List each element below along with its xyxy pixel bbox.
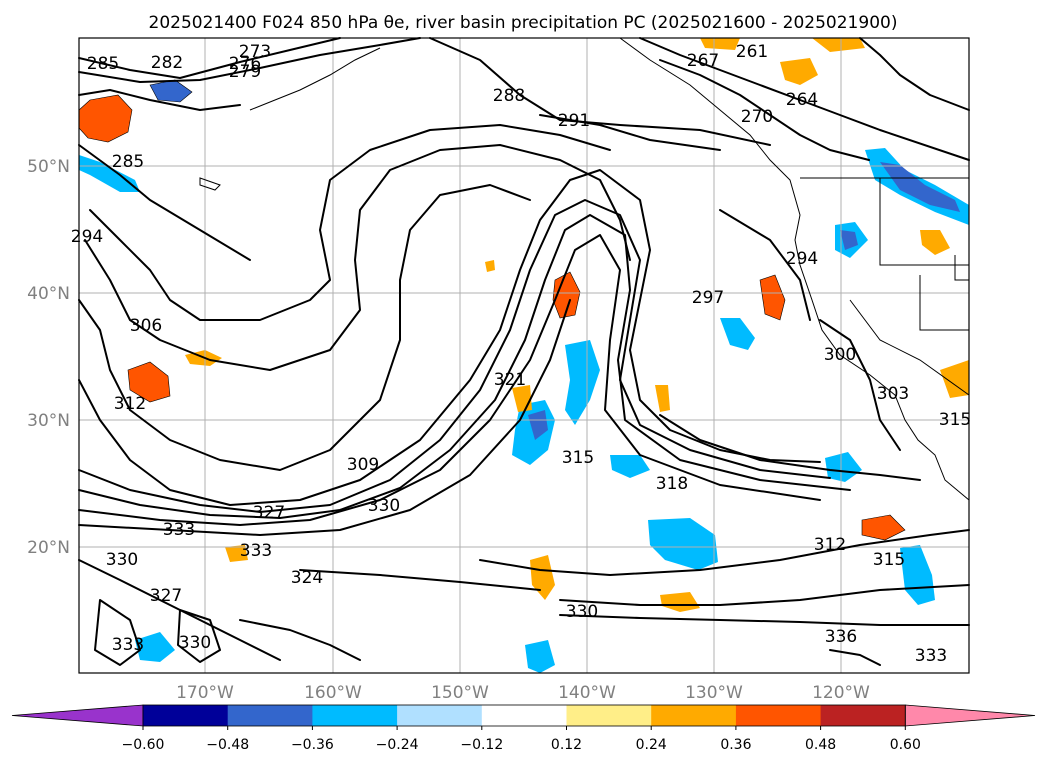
contour-label: 321 — [494, 370, 526, 390]
colorbar-tick-label: 0.36 — [720, 737, 751, 753]
colorbar-segment — [651, 705, 737, 726]
theta-e-contours — [78, 37, 970, 666]
contour-labels: 273 285 282 276 279 261 267 264 270 288 … — [71, 42, 971, 666]
colorbar-tick-label: −0.48 — [206, 737, 249, 753]
contour-label: 312 — [814, 535, 846, 555]
colorbar-extend-low — [11, 704, 144, 727]
contour-label: 279 — [229, 62, 261, 82]
contour-label: 333 — [112, 635, 144, 655]
lon-label: 150°W — [431, 683, 489, 703]
contour-label: 285 — [112, 152, 144, 172]
contour-label: 333 — [915, 646, 947, 666]
colorbar-segment — [312, 705, 398, 726]
colorbar-segment — [143, 705, 229, 726]
contour-label: 306 — [130, 316, 162, 336]
map-title: 2025021400 F024 850 hPa θe, river basin … — [149, 13, 898, 33]
contour-label: 327 — [253, 503, 285, 523]
contour-label: 270 — [741, 107, 773, 127]
graticule — [79, 38, 969, 673]
contour-label: 318 — [656, 474, 688, 494]
colorbar-extend-high — [904, 704, 1036, 727]
lat-label: 30°N — [27, 411, 70, 431]
contour-label: 285 — [87, 54, 119, 74]
contour-label: 261 — [736, 42, 768, 62]
colorbar-segment — [735, 705, 822, 726]
lon-label: 120°W — [812, 683, 870, 703]
contour-label: 333 — [163, 520, 195, 540]
map-frame — [78, 37, 970, 674]
colorbar-tick-label: −0.12 — [460, 737, 503, 753]
contour-label: 297 — [692, 288, 724, 308]
contour-label: 309 — [347, 455, 379, 475]
lon-label: 130°W — [685, 683, 743, 703]
contour-label: 330 — [106, 550, 138, 570]
coastlines — [199, 37, 970, 501]
colorbar-tick-label: 0.24 — [636, 737, 667, 753]
colorbar-tick-label: 0.12 — [551, 737, 582, 753]
contour-label: 327 — [150, 586, 182, 606]
contour-label: 294 — [786, 249, 818, 269]
colorbar: −0.60 −0.48 −0.36 −0.24 −0.12 0.12 0.24 0.36 0.4… — [11, 704, 1036, 753]
colorbar-segment — [227, 705, 313, 726]
map-panel: 273 285 282 276 279 261 267 264 270 288 … — [71, 37, 971, 674]
lat-label: 50°N — [27, 157, 70, 177]
contour-label: 330 — [179, 633, 211, 653]
contour-label: 273 — [239, 42, 271, 62]
colorbar-tick-label: 0.60 — [890, 737, 921, 753]
lon-label: 160°W — [304, 683, 362, 703]
contour-label: 315 — [562, 448, 594, 468]
colorbar-tick-label: −0.60 — [122, 737, 165, 753]
colorbar-segment — [820, 705, 906, 726]
contour-label: 333 — [240, 541, 272, 561]
colorbar-segment — [481, 705, 567, 726]
contour-label: 330 — [368, 496, 400, 516]
contour-label: 300 — [824, 345, 856, 365]
latitude-labels: 50°N 40°N 30°N 20°N — [27, 157, 70, 558]
contour-label: 315 — [873, 550, 905, 570]
lat-label: 40°N — [27, 284, 70, 304]
colorbar-segment — [397, 705, 483, 726]
contour-label: 330 — [566, 602, 598, 622]
colorbar-tick-label: 0.48 — [805, 737, 836, 753]
contour-label: 303 — [877, 384, 909, 404]
contour-label: 291 — [558, 111, 590, 131]
contour-label: 282 — [151, 53, 183, 73]
contour-label: 267 — [687, 51, 719, 71]
longitude-labels: 170°W 160°W 150°W 140°W 130°W 120°W — [176, 683, 870, 703]
lon-label: 140°W — [558, 683, 616, 703]
contour-label: 312 — [114, 394, 146, 414]
contour-label: 336 — [825, 627, 857, 647]
colorbar-tick-label: −0.36 — [291, 737, 334, 753]
colorbar-outline — [142, 704, 906, 727]
contour-label: 324 — [291, 568, 323, 588]
colorbar-segment — [566, 705, 652, 726]
colorbar-tick-label: −0.24 — [376, 737, 419, 753]
lat-label: 20°N — [27, 538, 70, 558]
contour-label: 264 — [786, 90, 818, 110]
contour-label: 294 — [71, 227, 103, 247]
contour-label: 276 — [229, 54, 261, 74]
lon-label: 170°W — [176, 683, 234, 703]
contour-label: 315 — [939, 410, 971, 430]
contour-label: 288 — [493, 86, 525, 106]
